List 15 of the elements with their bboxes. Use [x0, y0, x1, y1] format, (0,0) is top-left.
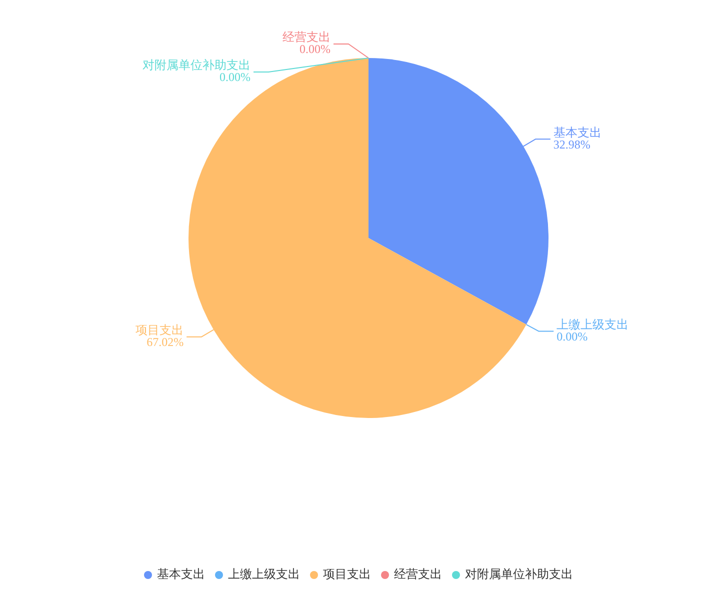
- category-label: 对附属单位补助支出: [142, 58, 250, 72]
- legend-label: 对附属单位补助支出: [465, 566, 573, 583]
- text: 0.00%: [220, 70, 250, 84]
- legend-label: 经营支出: [394, 566, 442, 583]
- slice-label: 项目支出: [136, 323, 184, 338]
- legend-label: 项目支出: [323, 566, 371, 583]
- text: 0.00%: [300, 42, 330, 56]
- slice-label: 基本支出: [553, 125, 602, 140]
- data-label: 32.98%: [553, 137, 590, 152]
- category-label: 上缴上级支出: [228, 567, 300, 581]
- text: 0.00%: [556, 329, 588, 344]
- data-label: 67.02%: [146, 335, 184, 350]
- legend-label: 基本支出: [157, 566, 205, 583]
- legend-label: 上缴上级支出: [556, 317, 629, 332]
- category-label: 经营支出: [282, 30, 330, 44]
